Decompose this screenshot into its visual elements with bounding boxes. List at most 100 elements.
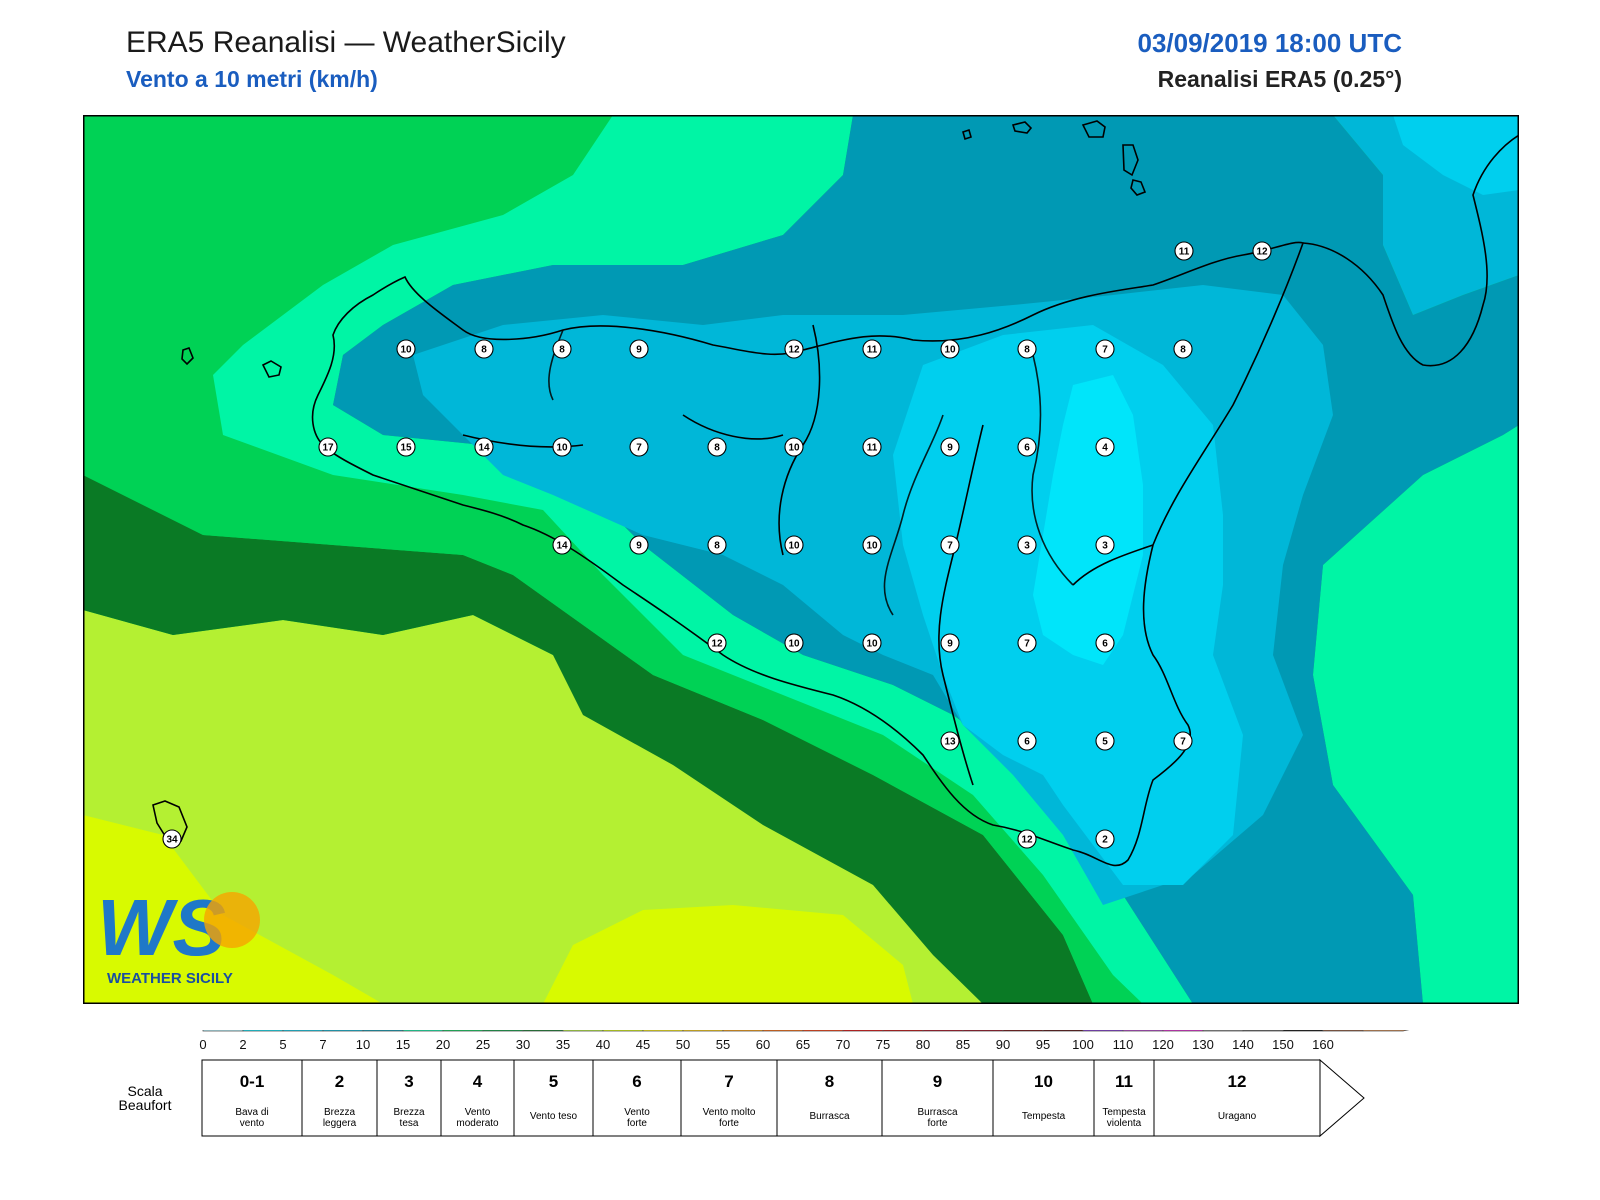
colorbar-segment [282, 1030, 324, 1032]
colorbar-tick: 110 [1113, 1037, 1134, 1052]
colorbar-segment [402, 1030, 444, 1032]
station-value: 13 [944, 737, 956, 748]
station-marker: 10 [940, 339, 960, 359]
beaufort-desc: leggera [323, 1118, 357, 1129]
beaufort-desc: Tempesta [1102, 1107, 1146, 1118]
beaufort-desc: Brezza [324, 1107, 356, 1118]
station-marker: 7 [940, 535, 960, 555]
colorbar-segment [1162, 1030, 1204, 1032]
station-value: 11 [867, 345, 878, 356]
colorbar-segment [802, 1030, 844, 1032]
station-marker: 7 [629, 437, 649, 457]
beaufort-desc: Bava di [235, 1107, 268, 1118]
station-value: 3 [1102, 541, 1108, 552]
station-value: 8 [559, 345, 565, 356]
beaufort-label-2: Beaufort [119, 1097, 172, 1113]
station-value: 7 [1102, 345, 1108, 356]
station-value: 9 [636, 541, 642, 552]
colorbar-tick: 130 [1192, 1037, 1214, 1052]
colorbar-segment [522, 1030, 564, 1032]
station-value: 10 [788, 541, 800, 552]
beaufort-desc: moderato [456, 1118, 499, 1129]
station-marker: 3 [1095, 535, 1115, 555]
station-value: 9 [947, 639, 953, 650]
beaufort-desc: Vento molto [703, 1107, 756, 1118]
colorbar-ticks: 0 2 5 7 10 15 20 25 30 35 40 45 50 55 60 65 70 75 80 85 90 95… [199, 1037, 1333, 1052]
beaufort-number: 5 [549, 1072, 558, 1091]
colorbar-segment [202, 1030, 244, 1032]
station-marker: 14 [474, 437, 494, 457]
station-marker: 7 [1173, 731, 1193, 751]
station-value: 7 [636, 443, 642, 454]
colorbar-tick: 45 [636, 1037, 650, 1052]
station-marker: 9 [629, 339, 649, 359]
colorbar-tick: 2 [239, 1037, 246, 1052]
beaufort-cell: 8 Burrasca [776, 1059, 883, 1137]
beaufort-cell: 12 Uragano [1153, 1059, 1321, 1137]
beaufort-number: 3 [404, 1072, 413, 1091]
data-source: Reanalisi ERA5 (0.25°) [1157, 66, 1402, 92]
station-marker: 8 [707, 437, 727, 457]
station-value: 6 [1102, 639, 1108, 650]
colorbar-tick: 25 [476, 1037, 490, 1052]
station-marker: 13 [940, 731, 960, 751]
colorbar-tick: 20 [436, 1037, 450, 1052]
station-value: 34 [166, 835, 178, 846]
colorbar-tick: 160 [1312, 1037, 1334, 1052]
beaufort-desc: Tempesta [1022, 1111, 1066, 1122]
colorbar-segment [762, 1030, 804, 1032]
colorbar-segment [1282, 1030, 1324, 1032]
colorbar-segment [1242, 1030, 1284, 1032]
colorbar-tick: 95 [1036, 1037, 1050, 1052]
station-value: 11 [1179, 247, 1190, 258]
station-value: 12 [1021, 835, 1033, 846]
station-value: 7 [1024, 639, 1030, 650]
beaufort-desc: violenta [1107, 1118, 1142, 1129]
colorbar-segment [722, 1030, 764, 1032]
beaufort-desc: Vento teso [530, 1111, 578, 1122]
station-value: 8 [714, 541, 720, 552]
station-marker: 3 [1017, 535, 1037, 555]
colorbar-tick: 55 [716, 1037, 730, 1052]
colorbar-tick: 75 [876, 1037, 890, 1052]
station-value: 12 [711, 639, 723, 650]
station-marker: 11 [1174, 241, 1194, 261]
station-value: 14 [556, 541, 568, 552]
colorbar-tick: 60 [756, 1037, 770, 1052]
beaufort-number: 0-1 [240, 1072, 265, 1091]
station-value: 10 [400, 345, 412, 356]
beaufort-label-1: Scala [127, 1083, 162, 1099]
station-marker: 6 [1017, 437, 1037, 457]
beaufort-number: 11 [1115, 1072, 1133, 1091]
station-marker: 5 [1095, 731, 1115, 751]
station-value: 5 [1102, 737, 1108, 748]
colorbar-segment [1322, 1030, 1364, 1032]
station-marker: 10 [552, 437, 572, 457]
beaufort-desc: forte [627, 1118, 647, 1129]
logo-letters: WS [97, 883, 226, 972]
station-marker: 12 [707, 633, 727, 653]
colorbar-segment [642, 1030, 684, 1032]
station-marker: 12 [784, 339, 804, 359]
colorbar-tick: 5 [279, 1037, 286, 1052]
logo-text: WEATHER SICILY [107, 970, 233, 987]
beaufort-desc: Vento [465, 1107, 491, 1118]
station-marker: 7 [1017, 633, 1037, 653]
station-value: 2 [1102, 835, 1108, 846]
colorbar-tick: 90 [996, 1037, 1010, 1052]
station-marker: 8 [1173, 339, 1193, 359]
wind-speed-colorbar [202, 1030, 1410, 1032]
colorbar-tick: 100 [1072, 1037, 1094, 1052]
beaufort-number: 9 [933, 1072, 942, 1091]
station-marker: 4 [1095, 437, 1115, 457]
beaufort-number: 6 [632, 1072, 641, 1091]
station-marker: 12 [1252, 241, 1272, 261]
colorbar-segment [562, 1030, 604, 1032]
station-marker: 6 [1095, 633, 1115, 653]
colorbar-segment [602, 1030, 644, 1032]
